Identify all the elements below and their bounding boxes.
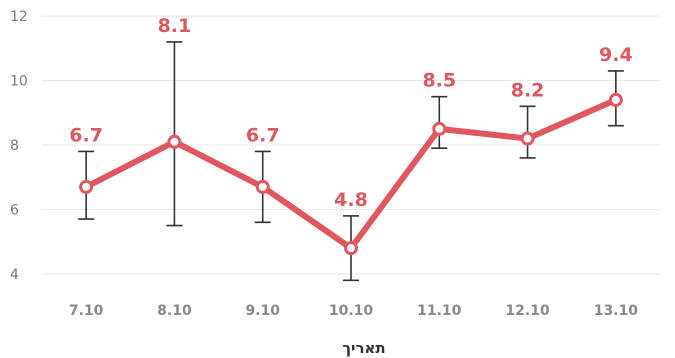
y-tick-label: 8 xyxy=(10,138,19,154)
x-tick-label: 12.10 xyxy=(505,303,550,319)
data-label: 6.7 xyxy=(246,124,280,146)
data-label: 8.5 xyxy=(422,70,456,92)
x-axis-label: תאריך xyxy=(342,339,385,357)
grid-lines xyxy=(42,15,660,275)
data-point xyxy=(79,179,94,194)
data-point xyxy=(432,121,447,136)
x-tick-label: 11.10 xyxy=(417,303,462,319)
x-tick-label: 8.10 xyxy=(157,303,192,319)
y-tick-label: 12 xyxy=(10,9,28,25)
data-label: 9.4 xyxy=(599,44,633,66)
data-label: 4.8 xyxy=(334,189,368,211)
x-tick-label: 9.10 xyxy=(245,303,280,319)
data-label: 8.2 xyxy=(511,79,545,101)
data-point xyxy=(167,134,182,149)
x-axis-ticks: 7.10 8.10 9.10 10.10 11.10 12.10 13.10 xyxy=(69,303,638,319)
x-tick-label: 10.10 xyxy=(329,303,374,319)
data-point xyxy=(344,241,358,256)
y-tick-label: 6 xyxy=(10,202,19,218)
data-label: 8.1 xyxy=(158,15,192,37)
x-tick-label: 7.10 xyxy=(69,303,104,319)
y-axis-ticks: 4 6 8 10 12 xyxy=(10,9,28,283)
data-labels: 6.7 8.1 6.7 4.8 8.5 8.2 9.4 xyxy=(69,15,632,211)
data-points xyxy=(79,92,623,256)
data-point xyxy=(255,179,270,194)
y-tick-label: 4 xyxy=(10,267,19,283)
y-tick-label: 10 xyxy=(10,74,28,90)
x-tick-label: 13.10 xyxy=(594,303,639,319)
data-point xyxy=(608,92,623,107)
data-point xyxy=(520,131,535,146)
data-label: 6.7 xyxy=(69,124,103,146)
error-bar xyxy=(166,41,183,227)
